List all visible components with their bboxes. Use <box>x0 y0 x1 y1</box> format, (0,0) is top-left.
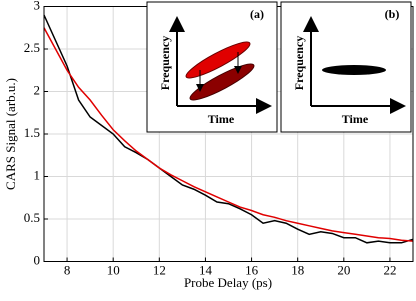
y-tick-label: 1.5 <box>24 125 40 140</box>
inset-ylabel: Frequency <box>292 36 306 90</box>
inset-ylabel: Frequency <box>158 36 172 90</box>
inset-xlabel: Time <box>208 112 235 126</box>
y-tick-label: 2 <box>34 82 41 97</box>
y-axis-label: CARS Signal (arb.u.) <box>3 78 18 190</box>
y-tick-label: 3 <box>34 0 41 12</box>
x-tick-label: 22 <box>383 262 396 277</box>
x-tick-label: 8 <box>64 262 71 277</box>
x-tick-label: 10 <box>107 262 120 277</box>
inset-a: (a) Frequency Time <box>146 1 278 133</box>
y-tick-label: 0.5 <box>24 210 40 225</box>
x-tick-label: 14 <box>199 262 213 277</box>
data-line <box>43 27 414 242</box>
y-tick-label: 0 <box>34 252 41 267</box>
inset-label: (b) <box>385 7 400 21</box>
x-tick-label: 16 <box>245 262 259 277</box>
data-line <box>43 14 414 244</box>
y-tick-label: 1 <box>34 167 41 182</box>
x-axis-label: Probe Delay (ps) <box>184 275 272 290</box>
inset-xlabel: Time <box>342 112 369 126</box>
x-tick-label: 12 <box>153 262 166 277</box>
x-tick-label: 20 <box>337 262 350 277</box>
inset-label: (a) <box>250 7 264 21</box>
inset-b: (b) Frequency Time <box>280 1 412 133</box>
y-tick-label: 2.5 <box>24 40 40 55</box>
x-tick-label: 18 <box>291 262 304 277</box>
